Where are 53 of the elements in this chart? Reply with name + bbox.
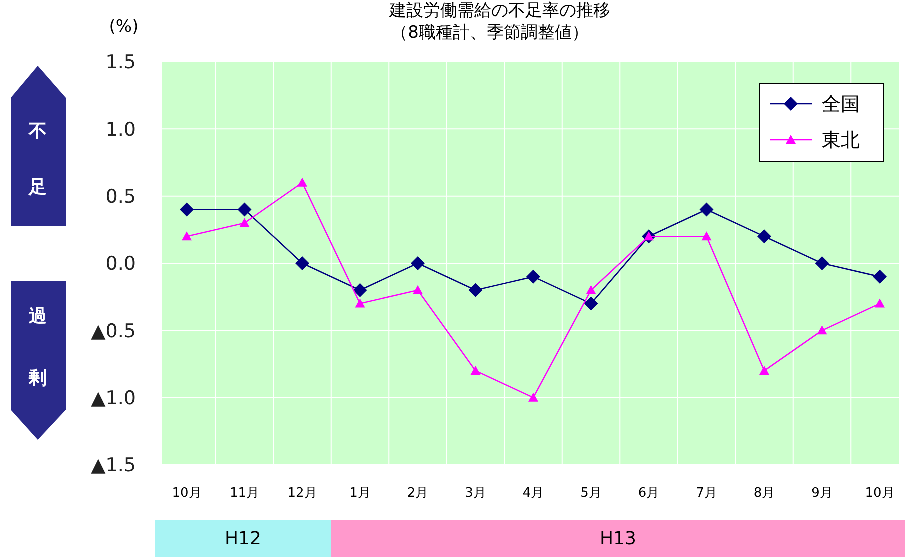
point bbox=[817, 326, 828, 335]
x-tick-label: 11月 bbox=[230, 486, 260, 501]
text: H12 bbox=[224, 528, 262, 550]
x-tick-label: 7月 bbox=[696, 486, 718, 501]
legend-label: 東北 bbox=[822, 130, 860, 152]
y-tick-label: 0.5 bbox=[106, 186, 136, 208]
y-tick-label: 1.0 bbox=[106, 118, 136, 141]
y-axis-title: (%) bbox=[109, 17, 139, 37]
y-tick-label: 0.0 bbox=[106, 253, 136, 276]
point bbox=[355, 298, 366, 308]
point bbox=[760, 366, 770, 375]
point bbox=[815, 256, 830, 270]
point bbox=[468, 283, 483, 298]
x-tick-label: 5月 bbox=[580, 486, 602, 501]
text: 不足 bbox=[29, 121, 47, 198]
point bbox=[296, 256, 310, 270]
point bbox=[413, 285, 423, 294]
x-tick-label: 8月 bbox=[754, 486, 776, 501]
point bbox=[238, 202, 252, 217]
point bbox=[411, 256, 425, 270]
point bbox=[180, 202, 194, 217]
x-tick-label: 12月 bbox=[288, 486, 318, 501]
point bbox=[526, 270, 540, 284]
y-tick-label: ▲0.5 bbox=[91, 320, 136, 342]
point bbox=[700, 202, 714, 217]
x-tick-label: 4月 bbox=[522, 486, 544, 501]
chart-subtitle: （8職種計、季節調整値） bbox=[391, 23, 589, 43]
point bbox=[875, 298, 885, 308]
y-tick-label: 1.5 bbox=[106, 52, 136, 74]
y-tick-label: ▲1.5 bbox=[91, 454, 136, 477]
x-tick-label: 9月 bbox=[812, 486, 833, 501]
point bbox=[758, 230, 772, 244]
point bbox=[182, 232, 192, 241]
point bbox=[470, 366, 481, 375]
point bbox=[586, 285, 596, 294]
x-tick-label: 1月 bbox=[350, 486, 371, 501]
chart-title: 建設労働需給の不足率の推移 bbox=[388, 1, 610, 21]
point bbox=[240, 218, 250, 228]
text: H13 bbox=[600, 528, 636, 550]
point bbox=[353, 283, 368, 298]
legend-label: 全国 bbox=[822, 94, 860, 116]
x-tick-label: 3月 bbox=[465, 486, 486, 501]
point bbox=[873, 270, 887, 284]
point bbox=[702, 232, 712, 241]
y-tick-label: ▲1.0 bbox=[91, 387, 136, 410]
x-tick-label: 6月 bbox=[638, 486, 660, 501]
x-tick-label: 10月 bbox=[865, 486, 895, 501]
point bbox=[584, 296, 598, 311]
point bbox=[528, 392, 538, 402]
point bbox=[298, 178, 308, 187]
x-tick-label: 10月 bbox=[172, 486, 202, 501]
text: 過剰 bbox=[29, 306, 47, 389]
x-tick-label: 2月 bbox=[407, 486, 429, 501]
